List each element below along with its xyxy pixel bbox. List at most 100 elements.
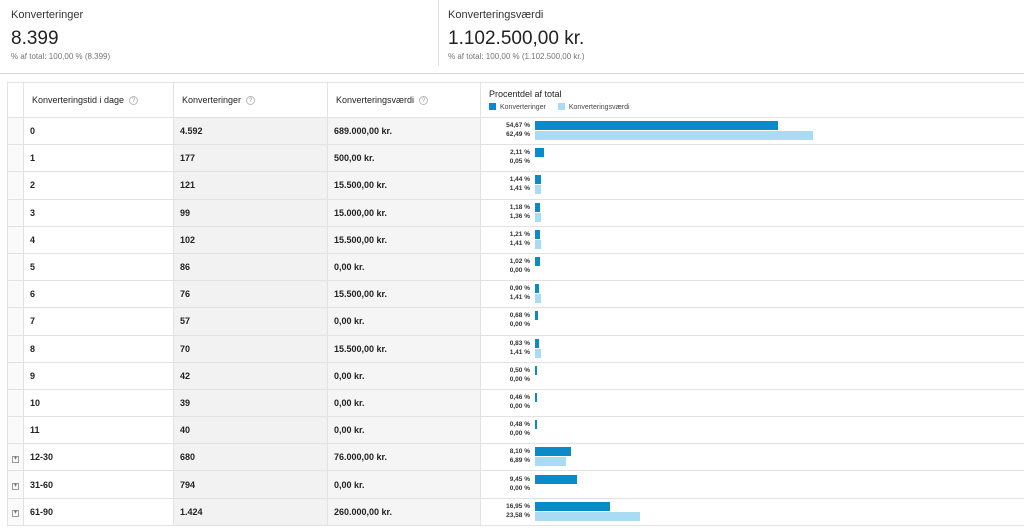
bar-conversion-value (535, 185, 541, 195)
percent-value-label: 0,00 % (509, 402, 530, 410)
cell-days: 12-30 (23, 443, 174, 472)
cell-conversion-value: 15.500,00 kr. (327, 334, 481, 363)
metric-label: Konverteringsværdi (448, 9, 544, 21)
cell-conversion-value: 0,00 kr. (327, 307, 481, 336)
expand-row-icon[interactable]: + (12, 510, 19, 518)
table-row: 3 99 15.000,00 kr. 1,18 % 1,36 % (7, 198, 1024, 227)
row-control (7, 307, 24, 336)
row-control (7, 252, 24, 282)
cell-days: 6 (23, 280, 174, 309)
row-control (7, 198, 24, 227)
help-icon[interactable]: ? (419, 96, 429, 106)
cell-conversion-value: 15.500,00 kr. (327, 171, 481, 200)
cell-conversion-value: 15.500,00 kr. (327, 225, 481, 254)
cell-conversion-value: 15.500,00 kr. (327, 280, 481, 309)
percent-conversions-label: 8,10 % (509, 448, 530, 456)
bar-conversions (535, 121, 778, 131)
column-header-percent-of-total: Procentdel af total Konverteringer Konve… (480, 82, 1024, 118)
cell-conversion-value: 76.000,00 kr. (327, 443, 481, 472)
cell-days: 3 (23, 198, 174, 227)
percent-conversions-label: 1,18 % (509, 203, 530, 211)
expand-row-icon[interactable]: + (12, 455, 19, 463)
bar-conversions (535, 284, 539, 294)
metric-conversions[interactable]: Konverteringer 8.399 % af total: 100,00 … (0, 0, 438, 66)
cell-conversions: 102 (173, 225, 328, 254)
help-icon[interactable]: ? (129, 96, 139, 106)
cell-percent-of-total: 0,68 % 0,00 % (480, 307, 1024, 336)
cell-conversions: 121 (173, 171, 328, 200)
percent-conversions-label: 1,44 % (509, 176, 530, 184)
column-header-conversion-value[interactable]: Konverteringsværdi? (327, 82, 481, 118)
percent-conversions-label: 0,90 % (509, 285, 530, 293)
cell-days: 8 (23, 334, 174, 363)
cell-conversions: 86 (173, 252, 328, 282)
cell-percent-of-total: 0,46 % 0,00 % (480, 388, 1024, 418)
cell-percent-of-total: 1,18 % 1,36 % (480, 198, 1024, 227)
cell-days: 61-90 (23, 497, 174, 526)
percent-value-label: 1,41 % (509, 348, 530, 356)
bar-conversion-value (535, 212, 541, 222)
cell-conversion-value: 15.000,00 kr. (327, 198, 481, 227)
cell-percent-of-total: 54,67 % 62,49 % (480, 116, 1024, 146)
bar-conversions (535, 148, 544, 158)
bar-conversion-value (535, 294, 541, 304)
cell-days: 4 (23, 225, 174, 254)
cell-percent-of-total: 16,95 % 23,58 % (480, 497, 1024, 526)
cell-conversions: 40 (173, 416, 328, 445)
table-row: 1 177 500,00 kr. 2,11 % 0,05 % (7, 144, 1024, 173)
cell-conversions: 76 (173, 280, 328, 309)
column-header-label: Konverteringer (182, 94, 242, 105)
cell-percent-of-total: 9,45 % 0,00 % (480, 470, 1024, 499)
cell-conversion-value: 0,00 kr. (327, 252, 481, 282)
metric-conversion-value[interactable]: Konverteringsværdi 1.102.500,00 kr. % af… (438, 0, 878, 66)
percent-conversions-label: 9,45 % (509, 475, 530, 483)
cell-conversions: 4.592 (173, 116, 328, 146)
cell-percent-of-total: 1,02 % 0,00 % (480, 252, 1024, 282)
bar-conversions (535, 175, 541, 185)
row-control (7, 416, 24, 445)
percent-conversions-label: 0,46 % (509, 393, 530, 401)
cell-percent-of-total: 2,11 % 0,05 % (480, 144, 1024, 173)
column-header-days[interactable]: Konverteringstid i dage? (23, 82, 174, 118)
percent-value-label: 0,00 % (509, 321, 530, 329)
percent-value-label: 1,36 % (509, 212, 530, 220)
row-control (7, 361, 24, 390)
cell-conversion-value: 260.000,00 kr. (327, 497, 481, 526)
cell-percent-of-total: 0,90 % 1,41 % (480, 280, 1024, 309)
legend-swatch-value (557, 103, 565, 110)
cell-percent-of-total: 0,48 % 0,00 % (480, 416, 1024, 445)
conversion-time-table: Konverteringstid i dage? Konverteringer?… (7, 82, 1024, 526)
bar-conversions (535, 202, 540, 212)
expand-row-icon[interactable]: + (12, 483, 19, 491)
cell-days: 2 (23, 171, 174, 200)
metric-share: % af total: 100,00 % (1.102.500,00 kr.) (448, 52, 585, 61)
cell-days: 10 (23, 388, 174, 418)
percent-conversions-label: 0,83 % (509, 339, 530, 347)
table-row: 5 86 0,00 kr. 1,02 % 0,00 % (7, 252, 1024, 282)
column-header-conversions[interactable]: Konverteringer? (173, 82, 328, 118)
table-row: 6 76 15.500,00 kr. 0,90 % 1,41 % (7, 280, 1024, 309)
cell-conversions: 794 (173, 470, 328, 499)
cell-conversions: 70 (173, 334, 328, 363)
bar-conversions (535, 392, 537, 402)
metric-value: 8.399 (11, 28, 59, 49)
legend-label-conversions: Konverteringer (500, 104, 546, 111)
cell-conversion-value: 689.000,00 kr. (327, 116, 481, 146)
cell-days: 1 (23, 144, 174, 173)
percent-conversions-label: 54,67 % (506, 122, 530, 130)
cell-days: 5 (23, 252, 174, 282)
percent-conversions-label: 2,11 % (510, 149, 530, 157)
cell-conversions: 177 (173, 144, 328, 173)
help-icon[interactable]: ? (246, 96, 256, 106)
bar-conversion-value (535, 457, 566, 467)
bar-conversion-value (535, 348, 541, 358)
row-control: + (7, 470, 24, 499)
row-control (7, 225, 24, 254)
header-control-column (7, 82, 24, 118)
row-control: + (7, 497, 24, 526)
table-row: +61-90 1.424 260.000,00 kr. 16,95 % 23,58 % (7, 497, 1024, 526)
row-control: + (7, 443, 24, 472)
column-header-label: Procentdel af total (489, 89, 562, 99)
metric-label: Konverteringer (11, 9, 84, 21)
cell-conversion-value: 0,00 kr. (327, 361, 481, 390)
